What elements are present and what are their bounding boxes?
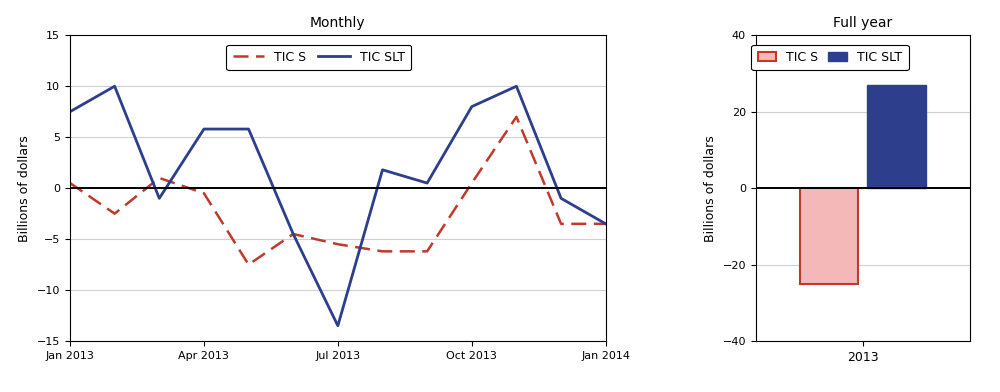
Title: Full year: Full year: [833, 16, 892, 30]
TIC S: [153, 176, 165, 180]
TIC SLT: [332, 323, 344, 328]
Title: Monthly: Monthly: [310, 16, 366, 30]
Line: TIC SLT: TIC SLT: [70, 86, 606, 326]
Line: TIC S: TIC S: [70, 117, 606, 265]
TIC S: [332, 242, 344, 247]
TIC S: [600, 221, 612, 226]
TIC S: [555, 221, 567, 226]
TIC SLT: [466, 104, 478, 109]
TIC SLT: [153, 196, 165, 201]
TIC SLT: [243, 127, 255, 131]
TIC SLT: [421, 181, 433, 185]
TIC S: [64, 181, 76, 185]
Legend: TIC S, TIC SLT: TIC S, TIC SLT: [226, 45, 411, 70]
TIC SLT: [287, 232, 299, 236]
Y-axis label: Billions of dollars: Billions of dollars: [704, 135, 717, 241]
TIC S: [510, 114, 522, 119]
Legend: TIC S, TIC SLT: TIC S, TIC SLT: [751, 45, 909, 70]
TIC SLT: [64, 109, 76, 114]
Y-axis label: Billions of dollars: Billions of dollars: [18, 135, 31, 241]
TIC S: [109, 211, 121, 216]
TIC S: [243, 262, 255, 267]
Bar: [867, 85, 926, 188]
TIC SLT: [510, 84, 522, 89]
TIC S: [466, 181, 478, 185]
TIC S: [421, 249, 433, 254]
TIC S: [376, 249, 388, 254]
TIC S: [287, 232, 299, 236]
TIC SLT: [109, 84, 121, 89]
Bar: [800, 188, 858, 284]
TIC S: [198, 191, 210, 196]
TIC SLT: [376, 167, 388, 172]
TIC SLT: [600, 221, 612, 226]
TIC SLT: [198, 127, 210, 131]
TIC SLT: [555, 196, 567, 201]
